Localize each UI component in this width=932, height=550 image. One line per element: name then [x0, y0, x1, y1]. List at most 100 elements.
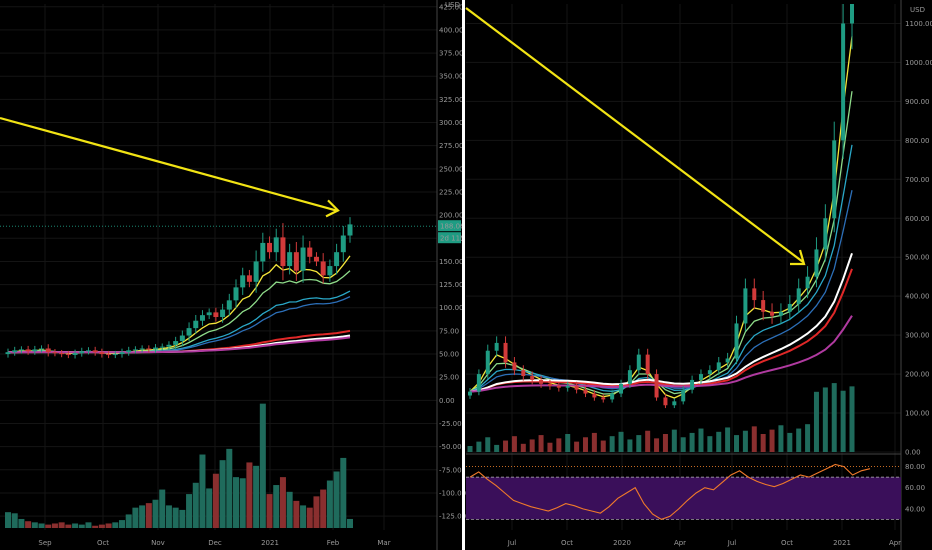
left-candle-body: [334, 252, 340, 267]
left-y-tick-label: 400.00: [439, 26, 464, 34]
rsi-band: [466, 477, 901, 520]
left-unit-label: USD: [445, 1, 460, 9]
right-candle-body: [663, 397, 668, 406]
right-volume-bar: [636, 435, 642, 452]
right-volume-bar: [609, 436, 615, 452]
right-volume-bar: [822, 387, 828, 452]
left-arrow-shaft: [0, 116, 337, 212]
right-arrow-shaft: [465, 7, 804, 263]
right-volume-bar: [742, 430, 748, 452]
left-volume-bar: [105, 523, 112, 528]
left-volume-bar: [306, 507, 313, 528]
left-volume-bar: [300, 505, 307, 528]
left-volume-bar: [112, 522, 119, 528]
left-volume-bar: [246, 462, 253, 528]
right-candle-body: [841, 23, 846, 141]
left-candle-body: [320, 261, 326, 276]
right-volume-bar: [547, 442, 553, 452]
right-candle-body: [690, 379, 695, 390]
left-candle-body: [65, 354, 71, 356]
left-x-tick-label: Mar: [377, 539, 390, 547]
right-volume-bar: [831, 383, 837, 452]
left-volume-bar: [5, 512, 11, 528]
left-candle-body: [45, 348, 51, 353]
right-candle-body: [770, 311, 775, 316]
left-y-tick-label: 75.00: [439, 327, 459, 335]
right-x-tick-label: Jul: [727, 539, 737, 547]
left-volume-bar: [65, 524, 72, 528]
left-time-axis: Sep Oct Nov Dec 2021 Feb Mar: [38, 539, 390, 547]
rsi-tick-label: 60.00: [905, 484, 925, 492]
right-volume-bar: [707, 436, 713, 452]
right-volume-bar: [778, 425, 784, 452]
left-candle-body: [12, 350, 18, 353]
left-candle-body: [186, 328, 192, 336]
right-volume-bar: [618, 431, 624, 452]
left-volume-bar: [219, 460, 226, 528]
right-candle-body: [707, 370, 712, 375]
right-y-tick-label: 400.00: [905, 293, 930, 301]
left-volume-bar: [239, 478, 246, 528]
right-volume-bar: [600, 440, 606, 452]
right-time-axis: Jul Oct 2020 Apr Jul Oct 2021 Apr: [507, 539, 901, 547]
right-candle-body: [654, 374, 659, 398]
left-candle-body: [5, 352, 11, 355]
left-candle-body: [146, 348, 152, 350]
left-y-tick-label: 225.00: [439, 188, 464, 196]
right-y-tick-label: 0.00: [905, 449, 921, 457]
right-x-tick-label: Oct: [781, 539, 793, 547]
left-x-tick-label: Nov: [151, 539, 165, 547]
left-volume-bar: [159, 489, 166, 528]
countdown-badge: [438, 232, 461, 244]
left-volume-bar: [273, 485, 280, 528]
left-candle-body: [226, 300, 232, 310]
left-y-tick-label: 250.00: [439, 165, 464, 173]
right-y-tick-label: 1100.00: [905, 20, 932, 28]
right-rsi-pane: 40.00 60.00 80.00: [466, 453, 925, 521]
right-candle-body: [503, 342, 508, 363]
right-y-tick-label: 800.00: [905, 137, 930, 145]
right-x-tick-label: Apr: [674, 539, 686, 547]
right-candle-body: [716, 362, 721, 371]
left-candle-body: [92, 350, 98, 353]
left-volume-bar: [25, 521, 32, 528]
left-candle-body: [139, 348, 145, 350]
left-y-tick-label: 300.00: [439, 119, 464, 127]
right-candle-body: [743, 288, 748, 324]
left-candle-body: [267, 242, 273, 253]
right-volume-bar: [698, 428, 704, 452]
left-y-tick-label: 100.00: [439, 304, 464, 312]
left-volume-bar: [266, 494, 273, 528]
left-volume-bar: [145, 503, 152, 528]
left-candle-body: [273, 237, 279, 253]
right-x-tick-label: Jul: [507, 539, 517, 547]
right-candle-body: [592, 393, 597, 398]
right-volume-bar: [725, 427, 731, 452]
right-candle-body: [476, 374, 481, 392]
left-volume-bar: [132, 507, 139, 528]
right-candle-body: [601, 397, 606, 400]
left-candle-body: [280, 237, 286, 267]
left-volume-bar: [179, 509, 186, 528]
left-volume-bar: [165, 505, 172, 528]
left-candle-body: [220, 309, 226, 318]
left-annotation-arrow: [0, 116, 340, 218]
right-candle-body: [725, 358, 730, 363]
right-candle-body: [761, 300, 766, 312]
left-candle-body: [126, 350, 132, 353]
left-volume-bar: [152, 499, 159, 528]
left-arrow-head: [325, 199, 340, 218]
left-volume-bar: [51, 523, 58, 528]
right-moving-averages: [469, 36, 853, 399]
left-volume-bar: [326, 480, 333, 528]
left-candle-body: [79, 351, 85, 354]
right-candle-body: [814, 249, 819, 277]
right-y-tick-label: 300.00: [905, 332, 930, 340]
right-volume-bar: [529, 439, 535, 452]
right-arrow-head: [790, 249, 806, 266]
right-candle-body: [787, 303, 792, 312]
right-candle-body: [610, 393, 615, 400]
left-candle-body: [240, 275, 246, 288]
left-candle-body: [166, 344, 172, 347]
right-volume-bar: [574, 441, 580, 452]
